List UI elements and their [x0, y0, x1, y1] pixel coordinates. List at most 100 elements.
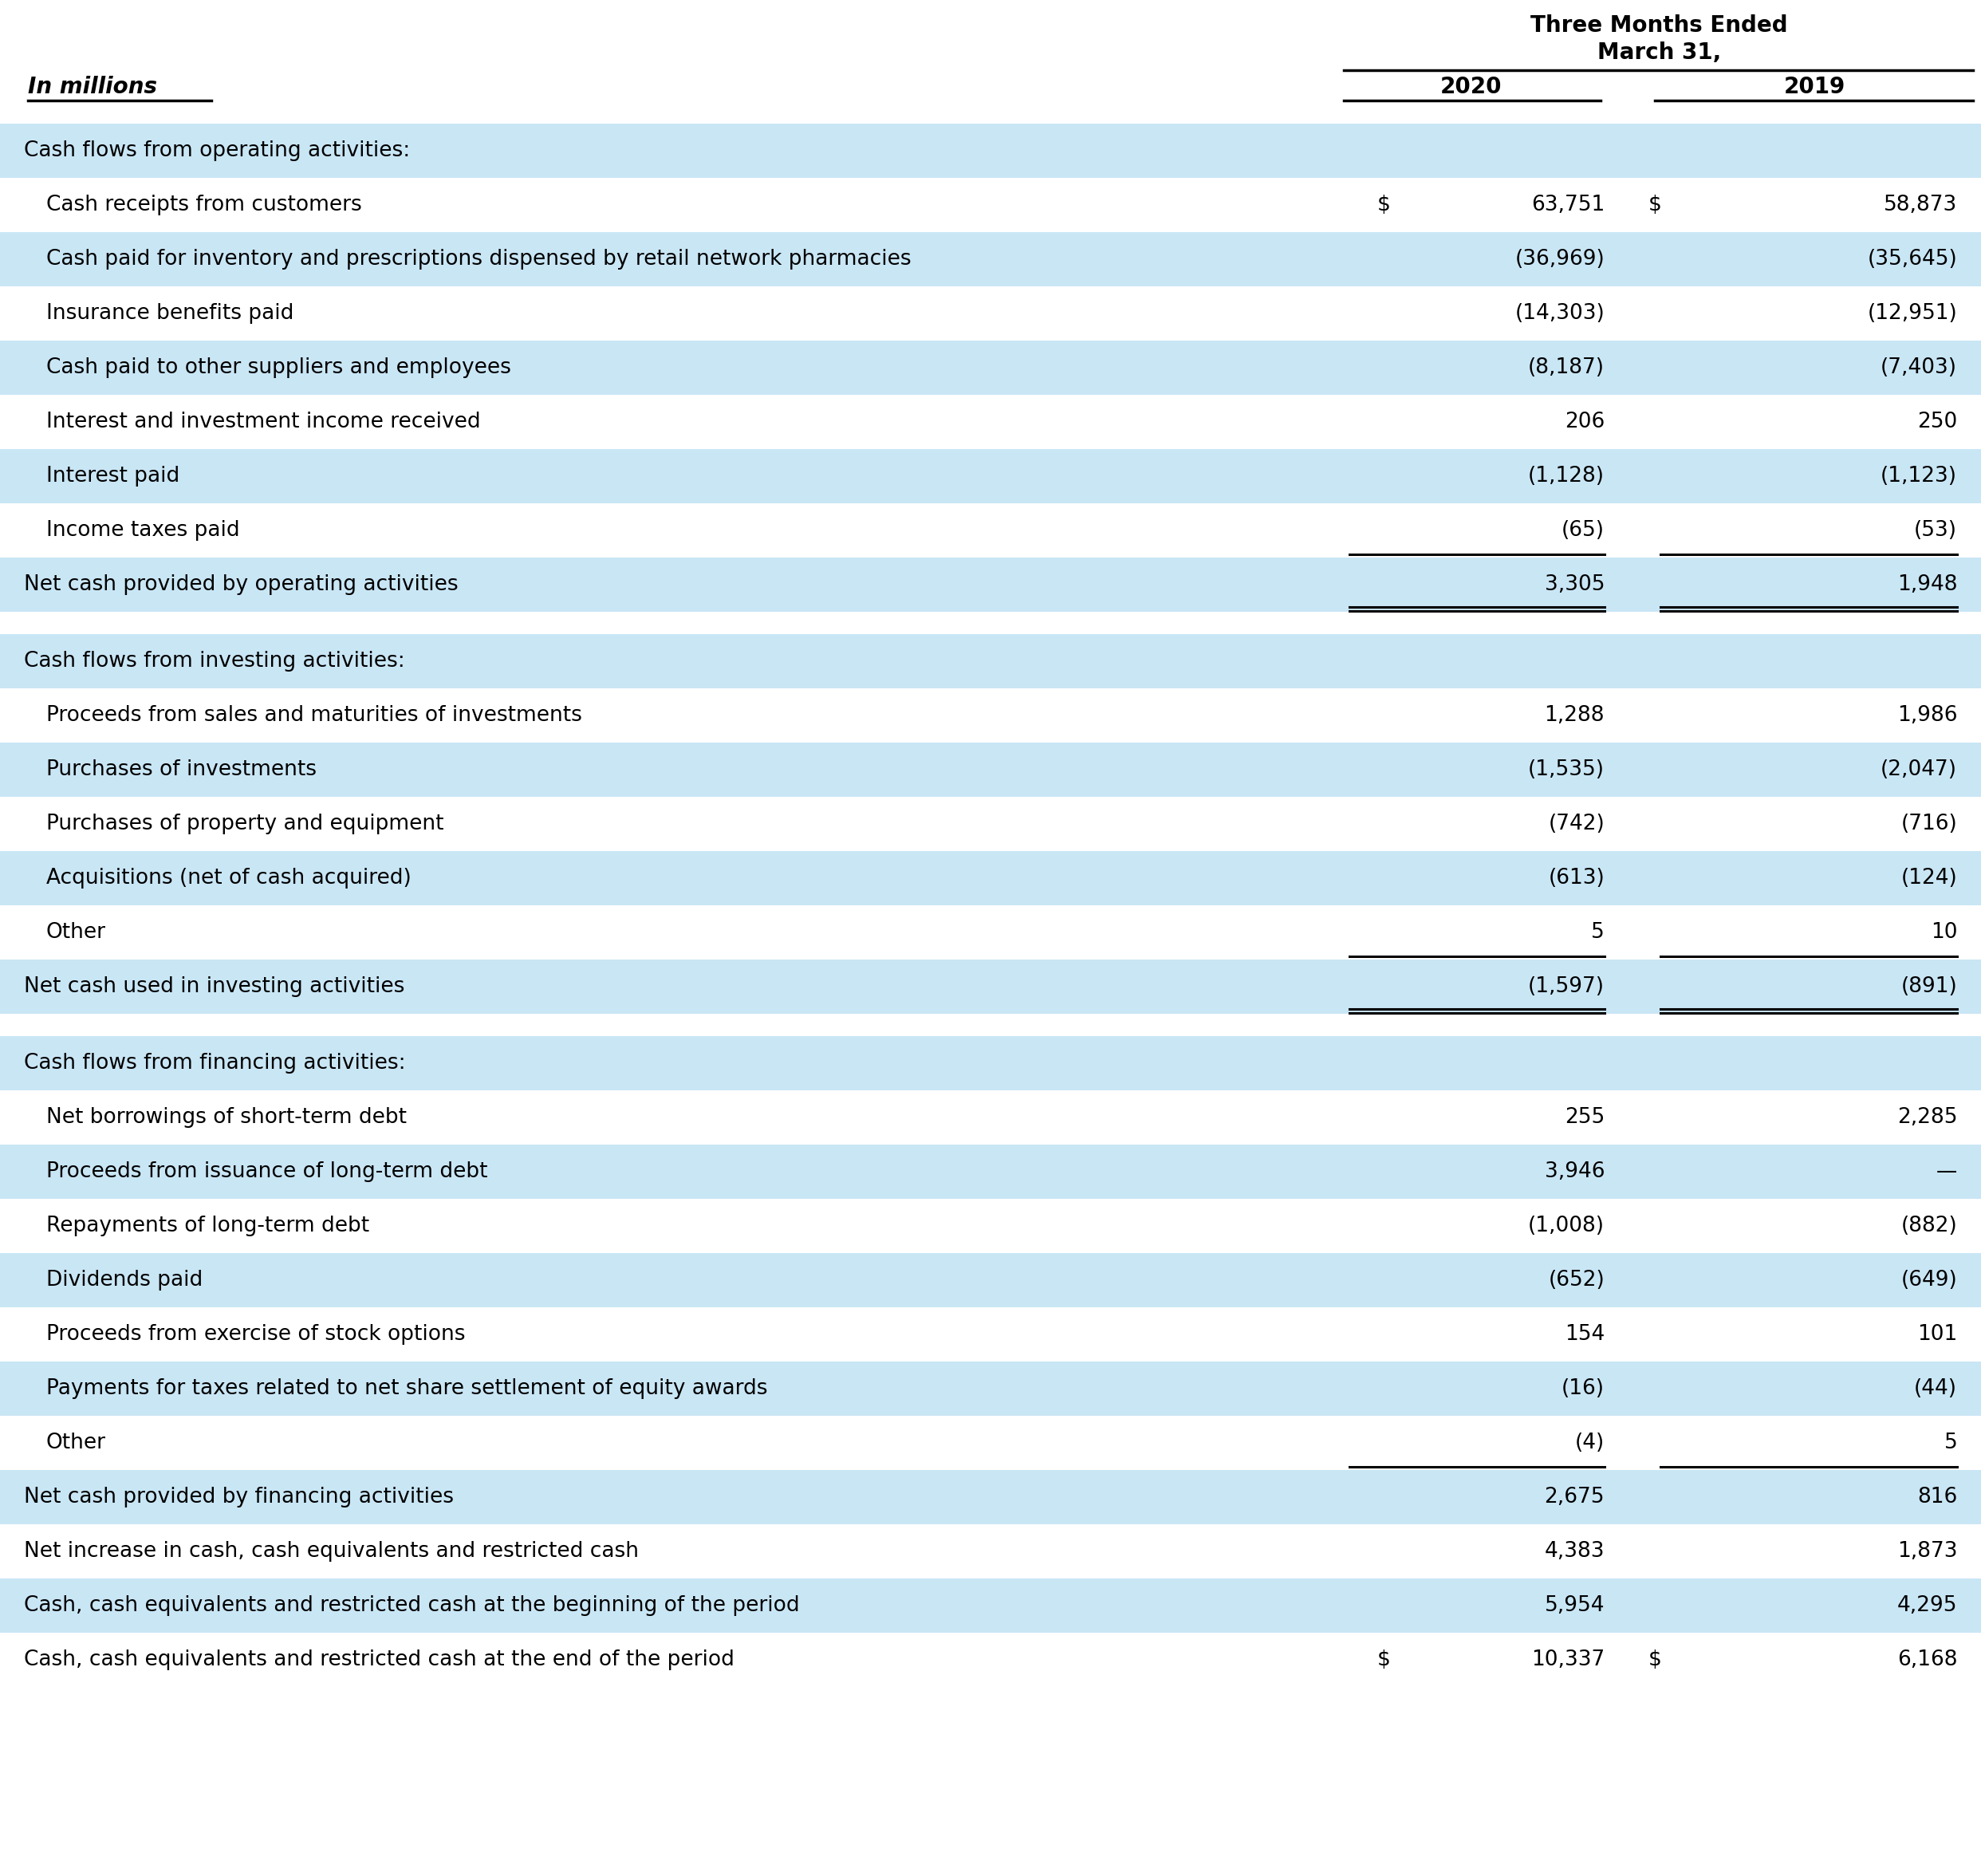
Text: 2019: 2019 [1783, 75, 1846, 98]
Text: Cash flows from financing activities:: Cash flows from financing activities: [24, 1052, 406, 1073]
Text: (124): (124) [1902, 869, 1957, 889]
Text: Cash flows from operating activities:: Cash flows from operating activities: [24, 141, 410, 161]
Text: (1,123): (1,123) [1880, 465, 1957, 486]
Text: 5: 5 [1943, 1433, 1957, 1454]
Text: Other: Other [46, 921, 105, 944]
Text: (1,128): (1,128) [1527, 465, 1605, 486]
Text: Proceeds from issuance of long-term debt: Proceeds from issuance of long-term debt [46, 1161, 487, 1182]
Text: 63,751: 63,751 [1531, 195, 1605, 216]
Text: (716): (716) [1902, 814, 1957, 835]
Text: Cash paid to other suppliers and employees: Cash paid to other suppliers and employe… [46, 356, 511, 379]
Text: (7,403): (7,403) [1880, 356, 1957, 379]
Text: Cash paid for inventory and prescriptions dispensed by retail network pharmacies: Cash paid for inventory and prescription… [46, 250, 911, 270]
Text: Interest and investment income received: Interest and investment income received [46, 411, 481, 431]
Bar [0, 906, 1981, 959]
Bar [0, 1578, 1981, 1632]
Text: (1,597): (1,597) [1527, 976, 1605, 996]
Text: 154: 154 [1565, 1324, 1605, 1345]
Text: (12,951): (12,951) [1868, 304, 1957, 325]
Bar [0, 1308, 1981, 1362]
Text: 5,954: 5,954 [1545, 1595, 1605, 1615]
Text: (35,645): (35,645) [1868, 250, 1957, 270]
Bar [0, 688, 1981, 743]
Text: Purchases of investments: Purchases of investments [46, 760, 317, 780]
Text: (1,008): (1,008) [1527, 1216, 1605, 1236]
Bar [0, 1090, 1981, 1144]
Text: Net cash provided by financing activities: Net cash provided by financing activitie… [24, 1488, 454, 1508]
Text: Three Months Ended: Three Months Ended [1531, 15, 1787, 38]
Text: (8,187): (8,187) [1527, 356, 1605, 379]
Text: 1,873: 1,873 [1898, 1540, 1957, 1561]
Text: 255: 255 [1565, 1107, 1605, 1127]
Bar [0, 1144, 1981, 1199]
Bar [0, 1036, 1981, 1090]
Text: March 31,: March 31, [1597, 41, 1721, 64]
Bar [0, 1416, 1981, 1471]
Bar [0, 743, 1981, 797]
Bar [0, 1253, 1981, 1308]
Bar [0, 287, 1981, 341]
Text: 10: 10 [1931, 921, 1957, 944]
Text: 4,383: 4,383 [1545, 1540, 1605, 1561]
Bar [0, 1632, 1981, 1687]
Text: 2,285: 2,285 [1898, 1107, 1957, 1127]
Text: $: $ [1377, 1649, 1391, 1670]
Text: 1,986: 1,986 [1898, 705, 1957, 726]
Text: (65): (65) [1561, 520, 1605, 540]
Text: (652): (652) [1549, 1270, 1605, 1291]
Text: 3,305: 3,305 [1545, 574, 1605, 595]
Text: 206: 206 [1565, 411, 1605, 431]
Text: Cash, cash equivalents and restricted cash at the beginning of the period: Cash, cash equivalents and restricted ca… [24, 1595, 800, 1615]
Text: 2020: 2020 [1440, 75, 1502, 98]
Text: 4,295: 4,295 [1898, 1595, 1957, 1615]
Text: 10,337: 10,337 [1531, 1649, 1605, 1670]
Bar [0, 634, 1981, 688]
Text: Repayments of long-term debt: Repayments of long-term debt [46, 1216, 368, 1236]
Bar [0, 178, 1981, 233]
Text: Net cash provided by operating activities: Net cash provided by operating activitie… [24, 574, 458, 595]
Text: Insurance benefits paid: Insurance benefits paid [46, 304, 293, 325]
Text: Payments for taxes related to net share settlement of equity awards: Payments for taxes related to net share … [46, 1379, 767, 1399]
Text: Interest paid: Interest paid [46, 465, 180, 486]
Text: Dividends paid: Dividends paid [46, 1270, 202, 1291]
Text: (742): (742) [1549, 814, 1605, 835]
Text: (14,303): (14,303) [1515, 304, 1605, 325]
Bar [0, 233, 1981, 287]
Bar [0, 959, 1981, 1013]
Text: (649): (649) [1902, 1270, 1957, 1291]
Text: 101: 101 [1918, 1324, 1957, 1345]
Bar [0, 852, 1981, 906]
Bar [0, 124, 1981, 178]
Text: Net cash used in investing activities: Net cash used in investing activities [24, 976, 404, 996]
Bar [0, 341, 1981, 394]
Bar [0, 797, 1981, 852]
Text: (4): (4) [1575, 1433, 1605, 1454]
Text: 250: 250 [1918, 411, 1957, 431]
Text: 2,675: 2,675 [1545, 1488, 1605, 1508]
Bar [0, 1523, 1981, 1578]
Text: $: $ [1648, 195, 1662, 216]
Text: 58,873: 58,873 [1884, 195, 1957, 216]
Text: 6,168: 6,168 [1898, 1649, 1957, 1670]
Text: (44): (44) [1914, 1379, 1957, 1399]
Text: $: $ [1377, 195, 1391, 216]
Text: (53): (53) [1914, 520, 1957, 540]
Text: (1,535): (1,535) [1527, 760, 1605, 780]
Text: 1,288: 1,288 [1545, 705, 1605, 726]
Bar [0, 1199, 1981, 1253]
Text: Acquisitions (net of cash acquired): Acquisitions (net of cash acquired) [46, 869, 412, 889]
Text: Proceeds from exercise of stock options: Proceeds from exercise of stock options [46, 1324, 466, 1345]
Text: Purchases of property and equipment: Purchases of property and equipment [46, 814, 444, 835]
Text: Net borrowings of short-term debt: Net borrowings of short-term debt [46, 1107, 406, 1127]
Text: (16): (16) [1561, 1379, 1605, 1399]
Text: 1,948: 1,948 [1898, 574, 1957, 595]
Text: (2,047): (2,047) [1880, 760, 1957, 780]
Text: Cash flows from investing activities:: Cash flows from investing activities: [24, 651, 404, 672]
Text: Proceeds from sales and maturities of investments: Proceeds from sales and maturities of in… [46, 705, 582, 726]
Text: Cash, cash equivalents and restricted cash at the end of the period: Cash, cash equivalents and restricted ca… [24, 1649, 735, 1670]
Text: Other: Other [46, 1433, 105, 1454]
Text: (36,969): (36,969) [1515, 250, 1605, 270]
Text: Cash receipts from customers: Cash receipts from customers [46, 195, 363, 216]
Text: (891): (891) [1902, 976, 1957, 996]
Text: 3,946: 3,946 [1545, 1161, 1605, 1182]
